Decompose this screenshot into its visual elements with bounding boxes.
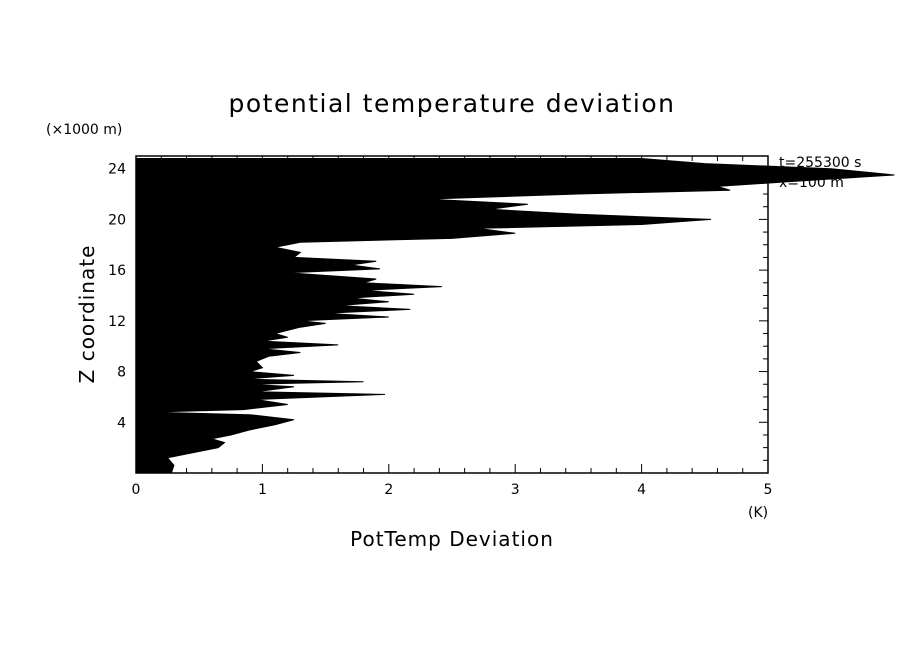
y-tick-label: 4	[117, 415, 126, 431]
x-axis-label: PotTemp Deviation	[350, 527, 554, 551]
x-axis-unit: (K)	[748, 505, 768, 521]
x-tick-label: 5	[764, 482, 773, 498]
annotation-time: t=255300 s	[779, 155, 861, 171]
y-tick-label: 8	[117, 365, 126, 381]
x-tick-label: 4	[637, 482, 646, 498]
plot-frame	[135, 155, 769, 474]
profile-area-0	[135, 157, 895, 474]
x-tick-label: 1	[258, 482, 267, 498]
x-tick-label: 3	[511, 482, 520, 498]
y-tick-label: 12	[108, 314, 126, 330]
y-axis-label: Z coordinate	[75, 245, 99, 384]
chart-title: potential temperature deviation	[229, 89, 676, 118]
y-tick-label: 20	[108, 212, 126, 228]
profile-series	[135, 157, 895, 474]
y-tick-label: 24	[108, 162, 126, 178]
y-tick-label: 16	[108, 263, 126, 279]
y-axis-unit: (×1000 m)	[46, 122, 122, 138]
x-tick-label: 2	[384, 482, 393, 498]
annotation-position: x=100 m	[779, 175, 844, 191]
x-tick-label: 0	[132, 482, 141, 498]
